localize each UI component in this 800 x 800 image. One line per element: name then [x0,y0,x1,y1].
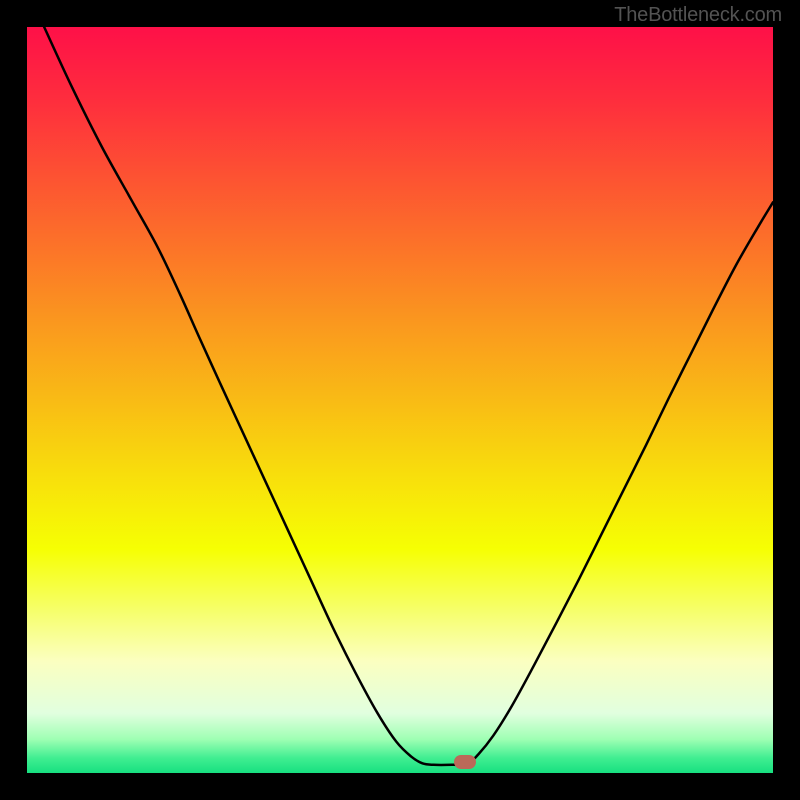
watermark-text: TheBottleneck.com [614,4,782,27]
plot-area [27,27,773,773]
bottleneck-curve [27,27,773,773]
optimal-point-marker [454,755,476,769]
